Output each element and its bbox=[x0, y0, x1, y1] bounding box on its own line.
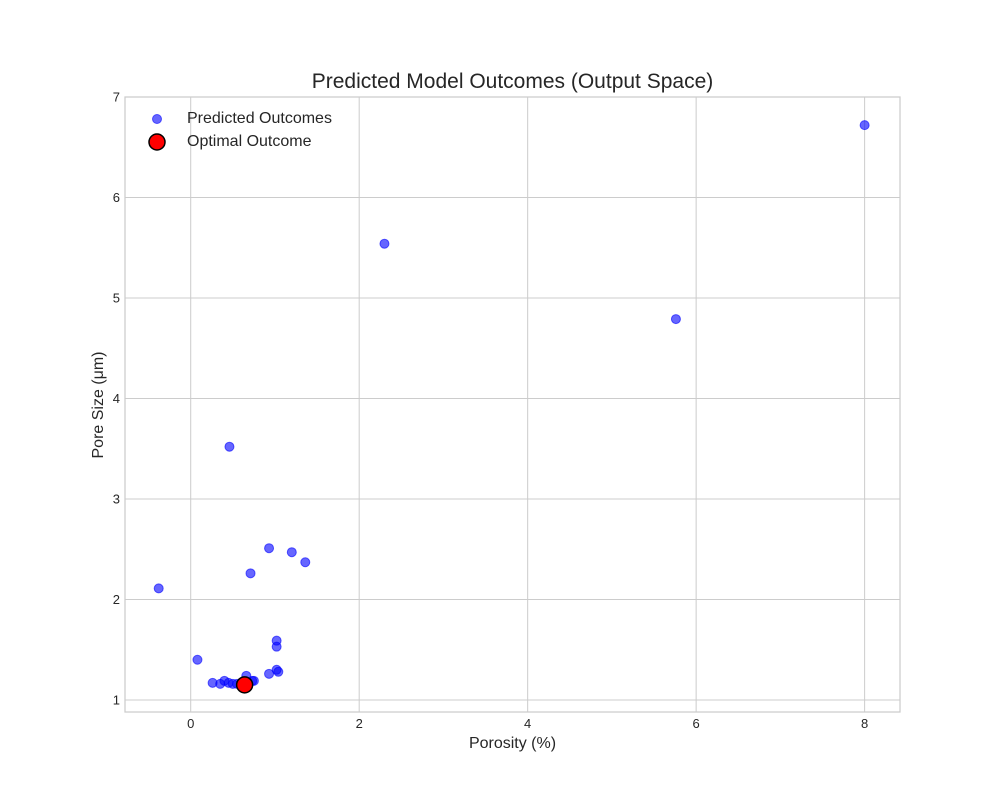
predicted-outcome-point bbox=[300, 557, 311, 568]
predicted-outcome-point bbox=[153, 583, 164, 594]
predicted-outcome-point bbox=[273, 666, 284, 677]
predicted-outcome-point bbox=[224, 441, 235, 452]
legend: Predicted Outcomes Optimal Outcome bbox=[148, 110, 332, 151]
y-tick-label: 7 bbox=[113, 90, 120, 105]
optimal-outcome-point bbox=[235, 676, 254, 694]
x-tick-label: 8 bbox=[861, 716, 868, 731]
data-points bbox=[153, 120, 870, 694]
x-tick-label: 2 bbox=[356, 716, 363, 731]
predicted-outcome-point bbox=[379, 238, 390, 249]
y-tick-label: 6 bbox=[113, 190, 120, 205]
predicted-outcome-point bbox=[192, 654, 203, 665]
x-axis-label: Porosity (%) bbox=[469, 735, 556, 752]
predicted-outcome-point bbox=[245, 568, 256, 579]
y-tick-label: 5 bbox=[113, 290, 120, 305]
predicted-outcome-point bbox=[670, 314, 681, 325]
legend-label-predicted-outcomes: Predicted Outcomes bbox=[187, 110, 332, 127]
y-tick-label: 1 bbox=[113, 692, 120, 707]
legend-marker-optimal-outcome bbox=[148, 133, 166, 151]
legend-label-optimal-outcome: Optimal Outcome bbox=[187, 133, 312, 150]
y-tick-label: 2 bbox=[113, 592, 120, 607]
y-tick-label: 3 bbox=[113, 491, 120, 506]
x-axis-ticks: 0 2 4 6 8 bbox=[187, 716, 868, 731]
predicted-outcome-point bbox=[286, 547, 297, 558]
x-tick-label: 0 bbox=[187, 716, 194, 731]
plot-frame bbox=[124, 96, 901, 713]
grid bbox=[125, 96, 900, 712]
y-axis-label: Pore Size (μm) bbox=[90, 351, 107, 458]
y-tick-label: 4 bbox=[113, 391, 120, 406]
legend-marker-predicted-outcomes bbox=[152, 114, 162, 124]
chart-title: Predicted Model Outcomes (Output Space) bbox=[312, 70, 714, 93]
predicted-outcome-point bbox=[859, 120, 870, 131]
predicted-outcome-point bbox=[264, 543, 275, 554]
x-tick-label: 4 bbox=[524, 716, 531, 731]
predicted-outcome-point bbox=[264, 668, 275, 679]
y-axis-ticks: 1 2 3 4 5 6 7 bbox=[113, 90, 120, 708]
x-tick-label: 6 bbox=[693, 716, 700, 731]
predicted-outcome-point bbox=[271, 641, 282, 652]
